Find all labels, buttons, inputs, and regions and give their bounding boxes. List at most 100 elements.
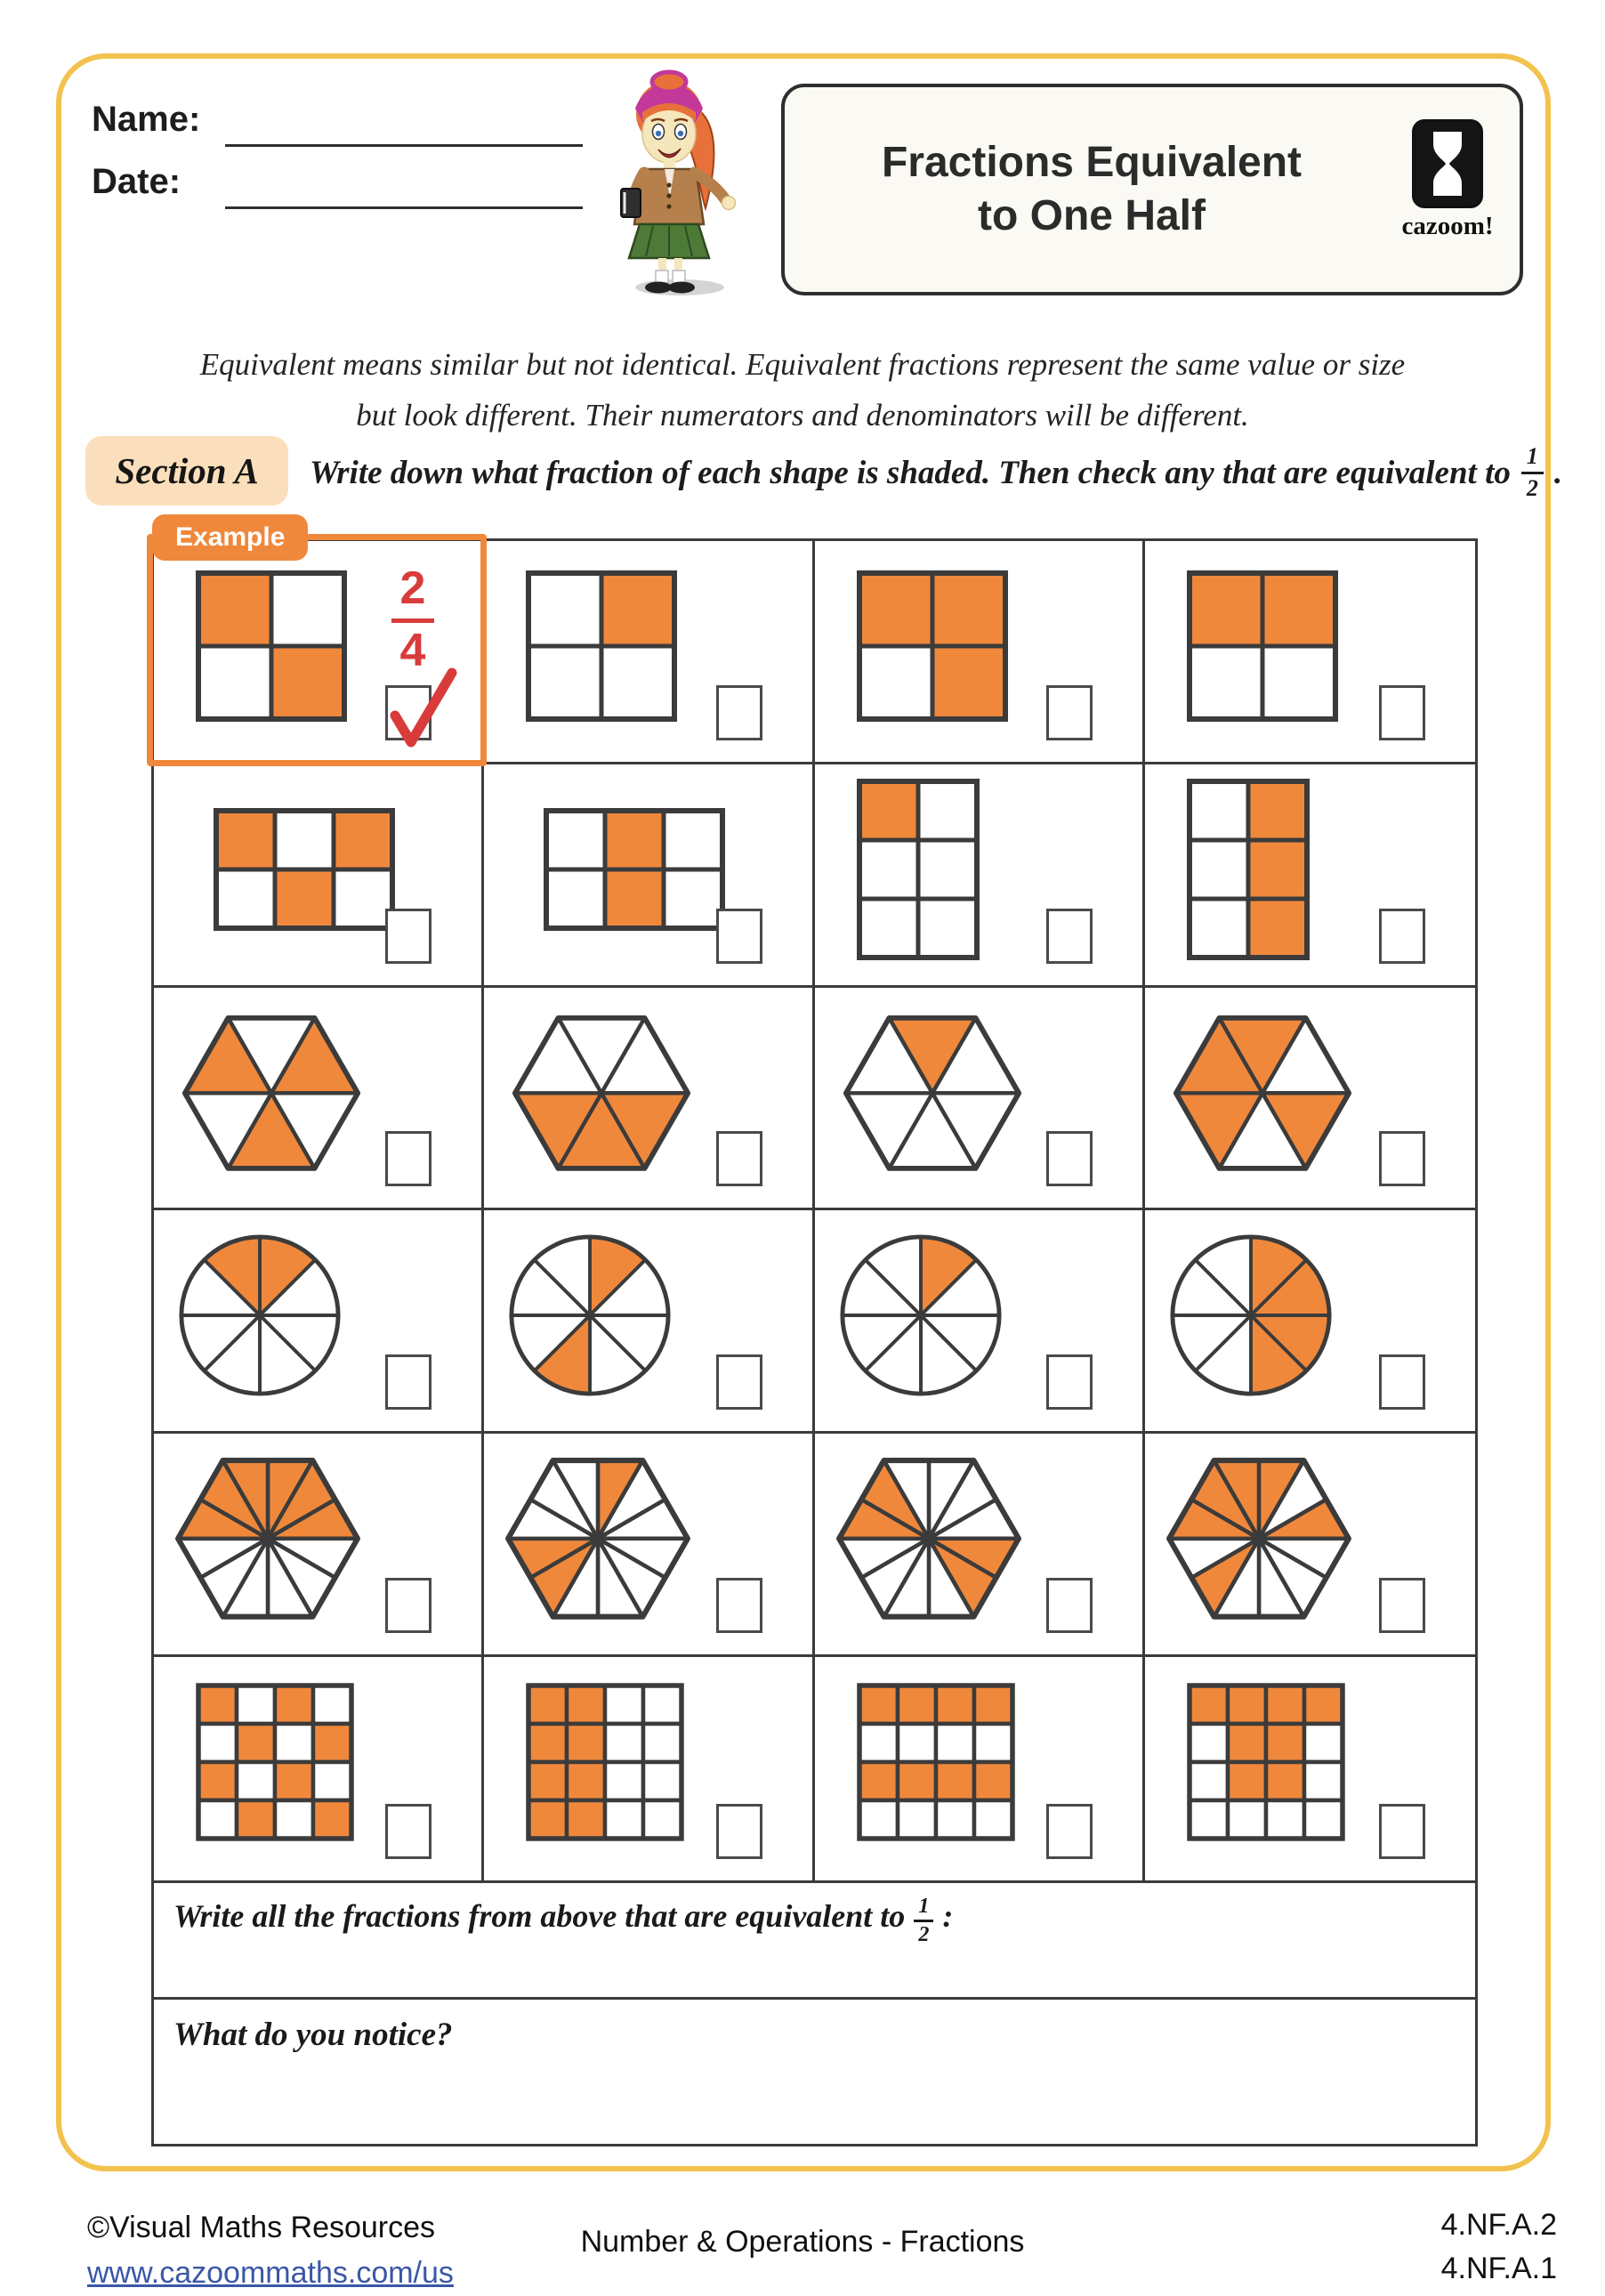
fraction-cell (1144, 1210, 1475, 1435)
square-grid-figure (525, 570, 678, 723)
hexagon-12-figure (173, 1456, 362, 1621)
fraction-cell (484, 541, 815, 764)
equivalent-checkbox[interactable] (1379, 1354, 1425, 1411)
square-grid-figure (1186, 570, 1339, 723)
equivalent-checkbox[interactable] (385, 908, 432, 964)
cazoom-logo: cazoom! (1395, 117, 1500, 241)
date-label: Date: (92, 162, 181, 201)
name-label: Name: (92, 100, 201, 139)
fraction-cell (484, 764, 815, 988)
circle-8-figure (838, 1233, 1004, 1398)
circle-8-figure (1168, 1233, 1334, 1398)
equivalent-checkbox[interactable] (715, 1803, 762, 1859)
example-answer-fraction: 2 4 (384, 564, 441, 675)
equivalent-checkbox[interactable] (715, 684, 762, 740)
square-grid-figure (543, 807, 726, 932)
one-half-fraction: 1 2 (1520, 445, 1544, 500)
square-grid-figure (213, 807, 396, 932)
square-grid-figure (856, 1682, 1016, 1842)
fraction-cell (814, 1210, 1145, 1435)
fraction-cell (154, 1657, 485, 1880)
equivalent-checkbox[interactable] (1045, 1354, 1093, 1411)
circle-8-figure (507, 1233, 673, 1398)
copyright-text: ©Visual Maths Resources (87, 2211, 436, 2244)
fraction-cell (154, 764, 485, 988)
title-line-1: Fractions Equivalent (881, 139, 1303, 186)
standard-1: 4.NF.A.2 (1440, 2208, 1557, 2242)
fraction-cell (814, 987, 1145, 1211)
equivalent-checkbox[interactable] (385, 684, 432, 740)
hourglass-logo-icon (1412, 119, 1483, 208)
fraction-cell (814, 1434, 1145, 1658)
equivalent-checkbox[interactable] (715, 908, 762, 964)
fraction-cell (1145, 1657, 1475, 1880)
fraction-cell (154, 1210, 485, 1435)
equivalent-checkbox[interactable] (1045, 908, 1093, 964)
intro-line-2: but look different. Their numerators and… (356, 397, 1249, 433)
fraction-cell (1144, 1434, 1475, 1658)
circle-8-figure (177, 1233, 343, 1398)
standard-2: 4.NF.A.1 (1440, 2252, 1557, 2286)
equivalent-checkbox[interactable] (1045, 1578, 1093, 1634)
fraction-cell (154, 1434, 485, 1658)
title-box: Fractions Equivalent to One Half cazoom! (781, 84, 1523, 295)
page-title: Fractions Equivalent to One Half (806, 87, 1377, 292)
footer-topic: Number & Operations - Fractions (580, 2225, 1025, 2259)
equivalent-checkbox[interactable] (1045, 684, 1093, 740)
write-fractions-prompt: Write all the fractions from above that … (173, 1895, 954, 1946)
fraction-cell (815, 1657, 1145, 1880)
equivalent-checkbox[interactable] (385, 1354, 432, 1411)
notice-box[interactable]: What do you notice? (151, 1997, 1478, 2146)
equivalent-checkbox[interactable] (1379, 1803, 1425, 1859)
square-grid-figure (856, 778, 980, 961)
student-character-illustration (580, 59, 762, 303)
fraction-cell (484, 987, 815, 1211)
title-line-2: to One Half (977, 192, 1206, 239)
equivalent-checkbox[interactable] (1379, 908, 1425, 964)
equivalent-checkbox[interactable] (715, 1131, 762, 1187)
square-grid-figure (525, 1682, 685, 1842)
intro-text: Equivalent means similar but not identic… (0, 340, 1605, 441)
fraction-shapes-grid (151, 538, 1478, 1883)
section-a-instruction: Write down what fraction of each shape i… (310, 438, 1562, 507)
hexagon-6-figure (181, 1014, 362, 1173)
hexagon-12-figure (835, 1456, 1023, 1621)
fraction-cell (154, 987, 485, 1211)
page-border (56, 53, 1551, 2171)
equivalent-checkbox[interactable] (1045, 1131, 1093, 1187)
equivalent-checkbox[interactable] (1045, 1803, 1093, 1859)
section-a-label: Section A (85, 436, 288, 505)
equivalent-checkbox[interactable] (1379, 684, 1425, 740)
equivalent-checkbox[interactable] (385, 1131, 432, 1187)
hexagon-12-figure (504, 1456, 692, 1621)
write-fractions-box[interactable]: Write all the fractions from above that … (151, 1880, 1478, 2000)
fraction-cell (484, 1657, 815, 1880)
square-grid-figure (1186, 778, 1311, 961)
notice-prompt: What do you notice? (173, 2017, 453, 2053)
equivalent-checkbox[interactable] (1379, 1131, 1425, 1187)
fraction-cell (1144, 988, 1475, 1211)
name-input-line[interactable] (225, 144, 583, 147)
logo-caption: cazoom! (1401, 212, 1494, 240)
fraction-cell (814, 764, 1145, 988)
square-grid-figure (1186, 1682, 1346, 1842)
equivalent-checkbox[interactable] (385, 1803, 432, 1859)
square-grid-figure (856, 570, 1009, 723)
equivalent-checkbox[interactable] (385, 1578, 432, 1634)
equivalent-checkbox[interactable] (715, 1578, 762, 1634)
equivalent-checkbox[interactable] (715, 1354, 762, 1411)
example-tab: Example (152, 514, 309, 561)
fraction-cell (484, 1210, 815, 1435)
intro-line-1: Equivalent means similar but not identic… (199, 347, 1406, 382)
hexagon-12-figure (1165, 1456, 1353, 1621)
fraction-cell (1144, 541, 1475, 764)
fraction-cell (484, 1434, 815, 1658)
hexagon-6-figure (511, 1014, 692, 1173)
square-grid-figure (195, 570, 348, 723)
one-half-fraction-small: 1 2 (914, 1896, 934, 1945)
equivalent-checkbox[interactable] (1379, 1578, 1425, 1634)
date-input-line[interactable] (225, 206, 583, 209)
instruction-text: Write down what fraction of each shape i… (310, 454, 1511, 491)
instruction-period: . (1553, 454, 1563, 491)
